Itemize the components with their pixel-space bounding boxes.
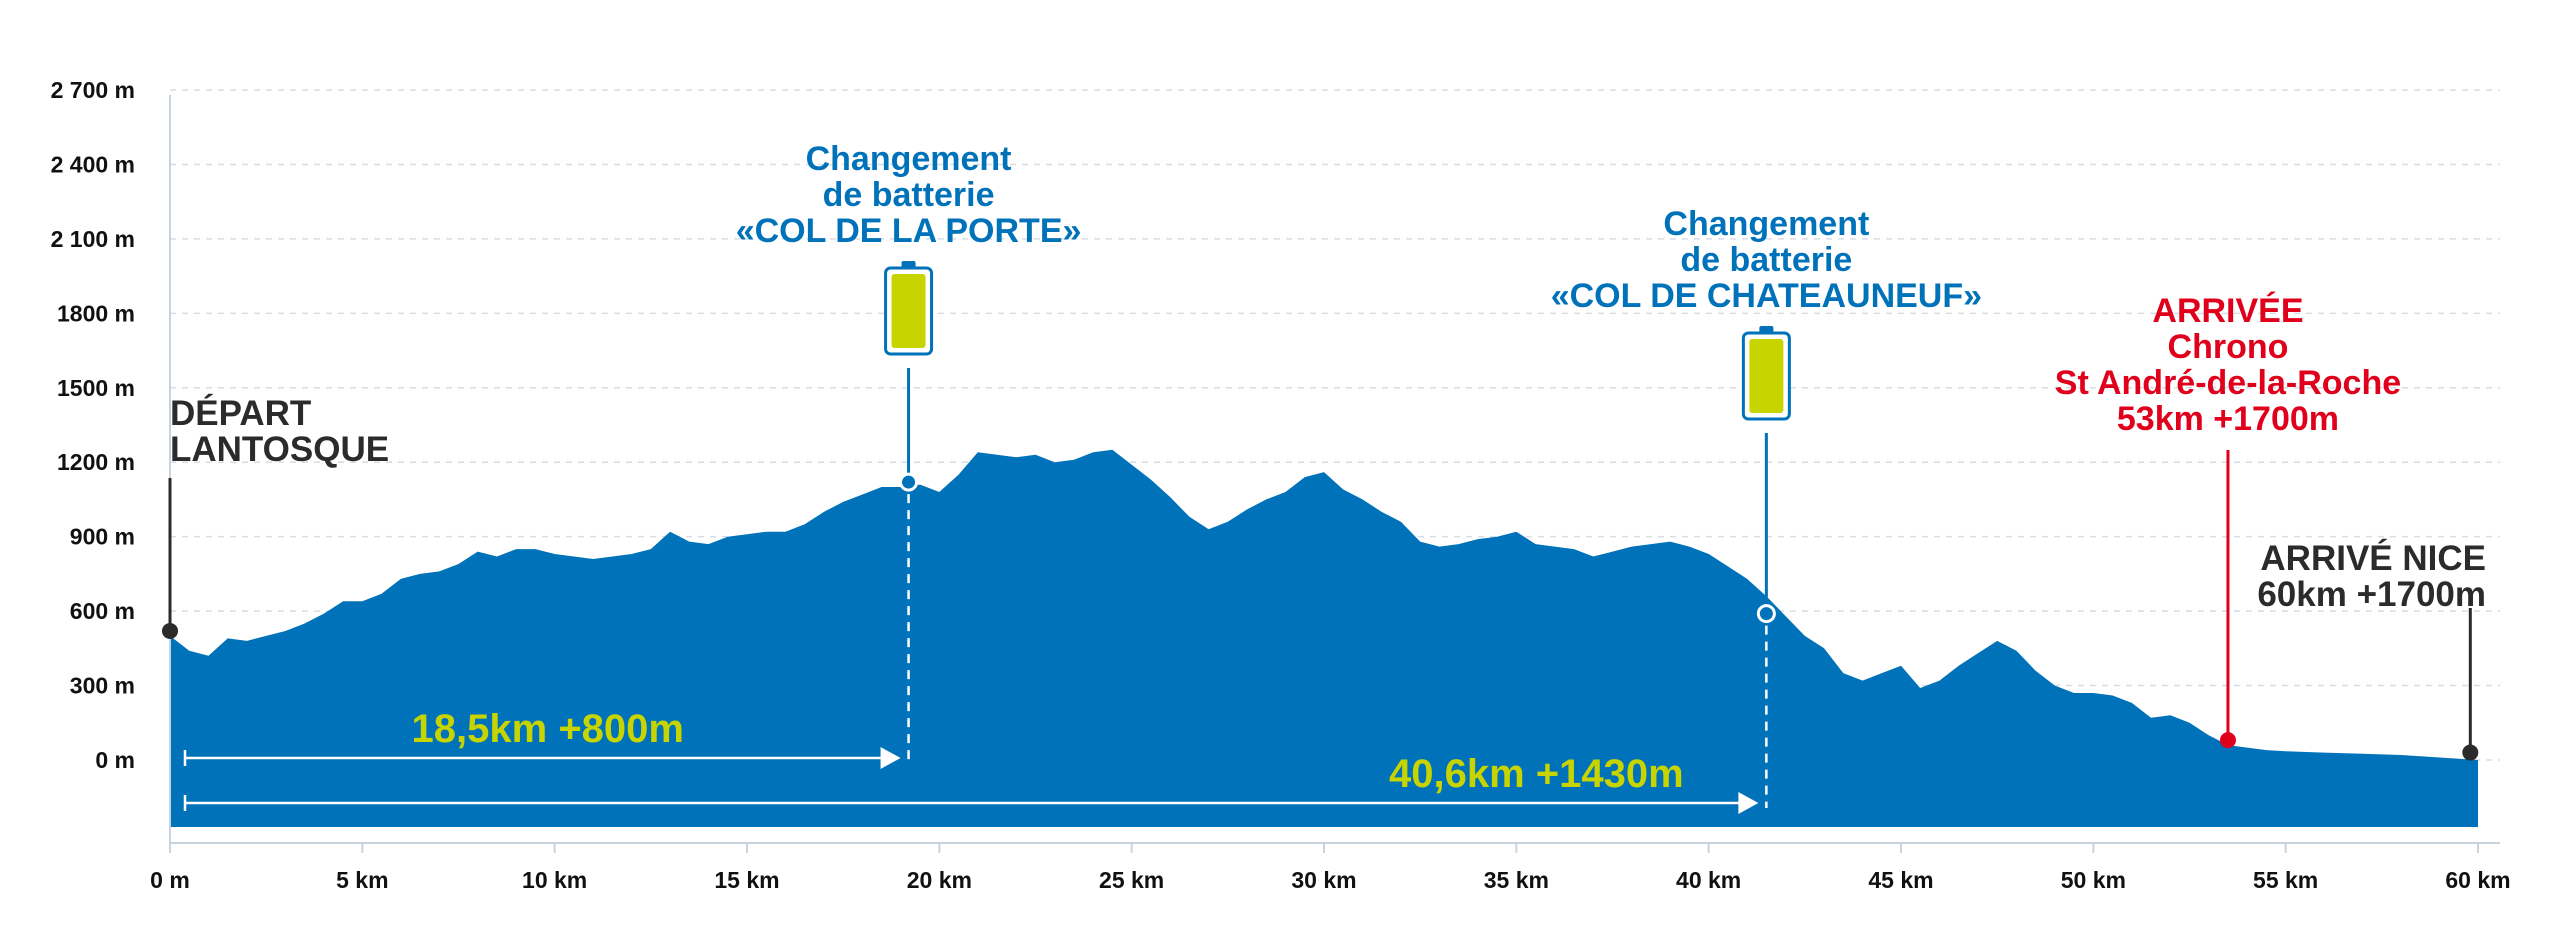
x-tick-label: 0 m: [150, 867, 190, 893]
x-tick-label: 15 km: [714, 867, 779, 893]
y-tick-label: 2 700 m: [51, 77, 135, 103]
segment-label: 40,6km +1430m: [1389, 752, 1684, 796]
x-tick-label: 10 km: [522, 867, 587, 893]
nice-label: ARRIVÉ NICE: [2260, 538, 2486, 578]
battery2-fill: [1749, 339, 1784, 413]
x-tick-label: 40 km: [1676, 867, 1741, 893]
nice-label: 60km +1700m: [2257, 575, 2486, 614]
battery1-label: «COL DE LA PORTE»: [736, 212, 1082, 250]
arrivee-label: St André-de-la-Roche: [2055, 364, 2401, 402]
depart-label: LANTOSQUE: [170, 430, 389, 469]
y-tick-label: 1200 m: [57, 449, 135, 475]
battery2-marker: [1756, 604, 1776, 624]
arrivee-marker: [2219, 732, 2236, 749]
y-tick-label: 0 m: [95, 747, 135, 773]
y-tick-label: 1500 m: [57, 375, 135, 401]
arrivee-label: 53km +1700m: [2117, 400, 2339, 438]
x-tick-labels: 0 m 5 km 10 km 15 km 20 km 25 km 30 km 35 km 40 …: [150, 843, 2511, 893]
x-tick-label: 35 km: [1484, 867, 1549, 893]
x-tick-label: 60 km: [2445, 867, 2510, 893]
segment-arrowhead: [1738, 792, 1759, 814]
x-tick-label: 20 km: [907, 867, 972, 893]
y-tick-labels: 0 m 300 m 600 m 900 m 1200 m 1500 m 1800 m 2 10…: [51, 77, 135, 773]
segment-arrowhead: [880, 747, 901, 769]
x-tick-label: 30 km: [1291, 867, 1356, 893]
y-tick-label: 300 m: [70, 673, 135, 699]
profile-area-group: [170, 449, 2478, 827]
x-tick-label: 25 km: [1099, 867, 1164, 893]
profile-area: [170, 449, 2478, 827]
x-tick-label: 5 km: [336, 867, 388, 893]
battery2-label: de batterie: [1680, 241, 1852, 279]
battery2-label: «COL DE CHATEAUNEUF»: [1551, 277, 1982, 315]
x-tick-label: 50 km: [2061, 867, 2126, 893]
battery2-label: Changement: [1663, 205, 1869, 243]
y-tick-label: 2 400 m: [51, 151, 135, 177]
arrivee-label: ARRIVÉE: [2152, 292, 2303, 330]
battery1-fill: [891, 274, 926, 348]
arrivee-label: Chrono: [2168, 328, 2289, 366]
depart-marker: [162, 622, 178, 639]
y-tick-label: 2 100 m: [51, 226, 135, 252]
axes: [169, 95, 2500, 844]
segment-label: 18,5km +800m: [412, 707, 684, 751]
battery1-label: Changement: [806, 140, 1012, 178]
y-tick-label: 600 m: [70, 598, 135, 624]
battery1-label: de batterie: [823, 176, 995, 214]
x-tick-label: 55 km: [2253, 867, 2318, 893]
nice-marker: [2462, 744, 2479, 761]
battery1-marker: [899, 472, 919, 492]
depart-label: DÉPART: [170, 393, 311, 433]
x-tick-label: 45 km: [1868, 867, 1933, 893]
y-tick-label: 1800 m: [57, 300, 135, 326]
y-tick-label: 900 m: [70, 524, 135, 550]
